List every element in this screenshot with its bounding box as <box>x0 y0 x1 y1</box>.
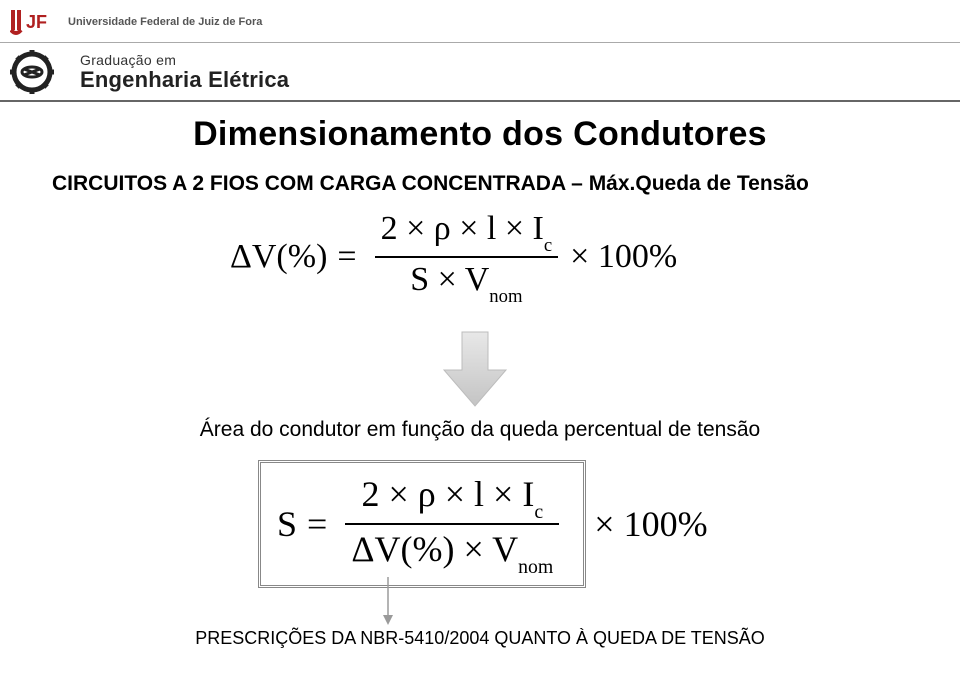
formula2-numerator: 2 × ρ × l × Ic <box>355 473 549 520</box>
formula1-tail: × 100% <box>570 238 677 276</box>
formula-2-box: S = 2 × ρ × l × Ic ΔV(%) × Vnom <box>258 460 586 588</box>
svg-text:JF: JF <box>26 12 47 32</box>
slide-subtitle: CIRCUITOS A 2 FIOS COM CARGA CONCENTRADA… <box>52 172 809 196</box>
divider-top <box>0 42 960 43</box>
formula2-eq: = <box>307 503 327 545</box>
gear-icon <box>10 48 72 96</box>
formula1-eq: = <box>337 238 356 276</box>
fraction-bar <box>375 256 559 258</box>
caption-2: Área do condutor em função da queda perc… <box>0 418 960 442</box>
ufjf-logo-icon: JF <box>10 8 60 36</box>
formula2-fraction: 2 × ρ × l × Ic ΔV(%) × Vnom <box>345 473 559 575</box>
formula1-numerator: 2 × ρ × l × Ic <box>375 210 559 253</box>
formula1-denominator: S × Vnom <box>404 261 528 304</box>
fraction-bar <box>345 523 559 525</box>
grad-title: Engenharia Elétrica <box>80 68 289 91</box>
university-name: Universidade Federal de Juiz de Fora <box>68 16 262 28</box>
formula1-fraction: 2 × ρ × l × Ic S × Vnom <box>375 210 559 304</box>
formula-1: ΔV(%) = 2 × ρ × l × Ic S × Vnom × 100% <box>230 210 681 304</box>
small-arrow-icon <box>374 575 402 632</box>
formula2-denominator: ΔV(%) × Vnom <box>345 528 559 575</box>
grad-text: Graduação em Engenharia Elétrica <box>80 53 289 91</box>
formula2-lhs: S <box>277 503 297 545</box>
arrow-down-icon <box>440 330 510 415</box>
formula-2-wrap: S = 2 × ρ × l × Ic ΔV(%) × Vnom × 100% <box>258 460 708 588</box>
formula1-lhs: ΔV(%) <box>230 238 327 276</box>
slide-title: Dimensionamento dos Condutores <box>0 115 960 154</box>
formula2-tail: × 100% <box>594 503 707 545</box>
footnote: PRESCRIÇÕES DA NBR-5410/2004 QUANTO À QU… <box>0 628 960 649</box>
header: JF Universidade Federal de Juiz de Fora <box>10 8 262 36</box>
divider-bottom <box>0 100 960 102</box>
grad-label: Graduação em <box>80 53 289 68</box>
subheader: Graduação em Engenharia Elétrica <box>10 48 289 96</box>
